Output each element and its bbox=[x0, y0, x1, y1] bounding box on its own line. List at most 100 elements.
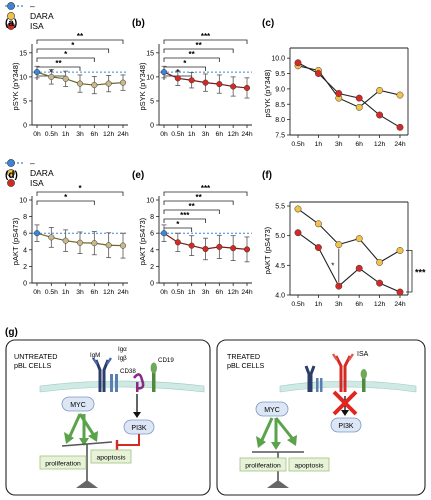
x-tick-label: 6h bbox=[216, 289, 224, 296]
data-point bbox=[188, 242, 195, 249]
significance-bracket bbox=[163, 57, 220, 62]
data-point bbox=[33, 69, 41, 76]
data-point bbox=[33, 230, 41, 237]
data-point bbox=[105, 80, 112, 87]
x-tick-label: 24h bbox=[117, 289, 129, 296]
data-point bbox=[160, 230, 168, 237]
data-point-dara bbox=[355, 103, 363, 111]
label-cd38: CD38 bbox=[120, 368, 136, 375]
treated-apoptosis-box bbox=[288, 457, 330, 472]
x-tick-label: 1h bbox=[188, 289, 196, 296]
significance-label: ** bbox=[77, 32, 84, 41]
untreated-title-1: UNTREATED bbox=[14, 352, 57, 361]
x-tick-label: 0.5h bbox=[291, 141, 304, 148]
data-point-isa bbox=[314, 70, 322, 77]
x-tick-label: 3h bbox=[76, 289, 84, 296]
data-point-isa bbox=[355, 94, 363, 102]
data-point bbox=[230, 245, 237, 252]
y-tick-label: 5 bbox=[150, 98, 154, 105]
significance-label: * bbox=[64, 193, 68, 202]
treated-title-1: TREATED bbox=[227, 352, 260, 361]
y-tick-label: 15 bbox=[19, 50, 27, 57]
series-line-dara bbox=[297, 208, 401, 264]
data-point-isa bbox=[294, 59, 302, 67]
data-point-isa bbox=[294, 229, 302, 237]
x-tick-label: 6h bbox=[355, 141, 363, 148]
treated-box: TREATED pBL CELLS ISA bbox=[216, 339, 426, 496]
data-point bbox=[119, 79, 127, 86]
significance-label: * bbox=[183, 59, 187, 68]
chart-panel-d: (d) 0 2 4 6 8 10 pAKT (pS473) 0h 0.5h 1h 3h 6h 12h 24h… bbox=[5, 170, 129, 296]
y-tick-label: 0 bbox=[23, 281, 27, 288]
data-point bbox=[160, 69, 168, 76]
x-tick-label: 0.5h bbox=[291, 301, 304, 308]
treated-green-arrows-icon bbox=[256, 417, 297, 450]
data-point-isa bbox=[376, 111, 384, 119]
x-tick-label: 0.5h bbox=[45, 289, 58, 296]
y-tick-label: 10 bbox=[19, 198, 27, 205]
data-point bbox=[216, 81, 223, 88]
label-igb: Igβ bbox=[118, 355, 127, 362]
block-x-icon bbox=[332, 390, 358, 416]
annotation-label: * bbox=[331, 261, 334, 270]
panel-label: (e) bbox=[132, 170, 144, 181]
label-apoptosis: apoptosis bbox=[96, 455, 126, 462]
treated-pi3k-node bbox=[330, 417, 362, 433]
x-tick-label: 6h bbox=[216, 131, 224, 138]
treated-title-2: pBL CELLS bbox=[227, 361, 264, 370]
y-axis-label: pSYK (pY348) bbox=[263, 69, 272, 117]
label-treated-proliferation: proliferation bbox=[245, 463, 281, 470]
x-tick-label: 12h bbox=[103, 289, 115, 296]
significance-bracket bbox=[163, 209, 220, 214]
apoptosis-box bbox=[90, 449, 132, 464]
y-tick-label: 10.0 bbox=[271, 56, 285, 63]
data-point-dara bbox=[335, 241, 343, 249]
label-myc: MYC bbox=[70, 402, 86, 409]
data-point bbox=[174, 75, 181, 82]
significance-bracket bbox=[163, 218, 206, 223]
x-tick-label: 3h bbox=[202, 289, 210, 296]
data-point bbox=[76, 80, 84, 87]
x-tick-label: 12h bbox=[227, 289, 239, 296]
x-tick-label: 12h bbox=[374, 141, 386, 148]
panel-label: (d) bbox=[5, 170, 18, 181]
proliferation-box bbox=[39, 455, 87, 470]
series-line-isa bbox=[297, 232, 401, 293]
panel-label: (a) bbox=[5, 18, 17, 29]
significance-label: ** bbox=[189, 202, 196, 211]
x-tick-label: 0h bbox=[33, 289, 41, 296]
x-tick-label: 3h bbox=[335, 141, 343, 148]
legend-mid-baseline-marker bbox=[7, 159, 15, 167]
significance-label: *** bbox=[201, 184, 211, 193]
untreated-membrane bbox=[39, 380, 205, 393]
y-axis-label: pSYK (pY348) bbox=[138, 62, 147, 110]
data-point bbox=[76, 239, 84, 246]
legend-top-label-2: ISA bbox=[30, 21, 44, 31]
data-point-dara bbox=[355, 235, 363, 243]
significance-label: *** bbox=[201, 32, 211, 41]
y-tick-label: 0 bbox=[150, 123, 154, 130]
treated-cd19-icon bbox=[360, 369, 367, 392]
data-point bbox=[105, 242, 112, 249]
y-axis-label: pAKT (pS473) bbox=[138, 217, 147, 265]
data-point-isa bbox=[376, 279, 384, 287]
x-tick-label: 0.5h bbox=[171, 131, 184, 138]
x-tick-label: 12h bbox=[103, 131, 115, 138]
x-tick-label: 3h bbox=[76, 131, 84, 138]
label-igm: IgM bbox=[90, 352, 100, 359]
significance-label: ** bbox=[195, 41, 202, 50]
x-tick-label: 0h bbox=[33, 131, 41, 138]
significance-label: ** bbox=[195, 193, 202, 202]
treated-bcr-icon bbox=[304, 365, 323, 392]
data-point-isa bbox=[335, 282, 343, 290]
y-tick-label: 6 bbox=[150, 231, 154, 238]
significance-bracket bbox=[36, 57, 95, 62]
legend-baseline-marker bbox=[7, 2, 15, 10]
data-point-isa bbox=[396, 123, 404, 131]
data-point bbox=[91, 82, 98, 89]
y-tick-label: 8.0 bbox=[275, 117, 285, 124]
data-point bbox=[202, 79, 209, 86]
panel-label: (c) bbox=[262, 18, 274, 29]
label-treated-myc: MYC bbox=[264, 407, 280, 414]
data-point-dara bbox=[314, 220, 322, 228]
